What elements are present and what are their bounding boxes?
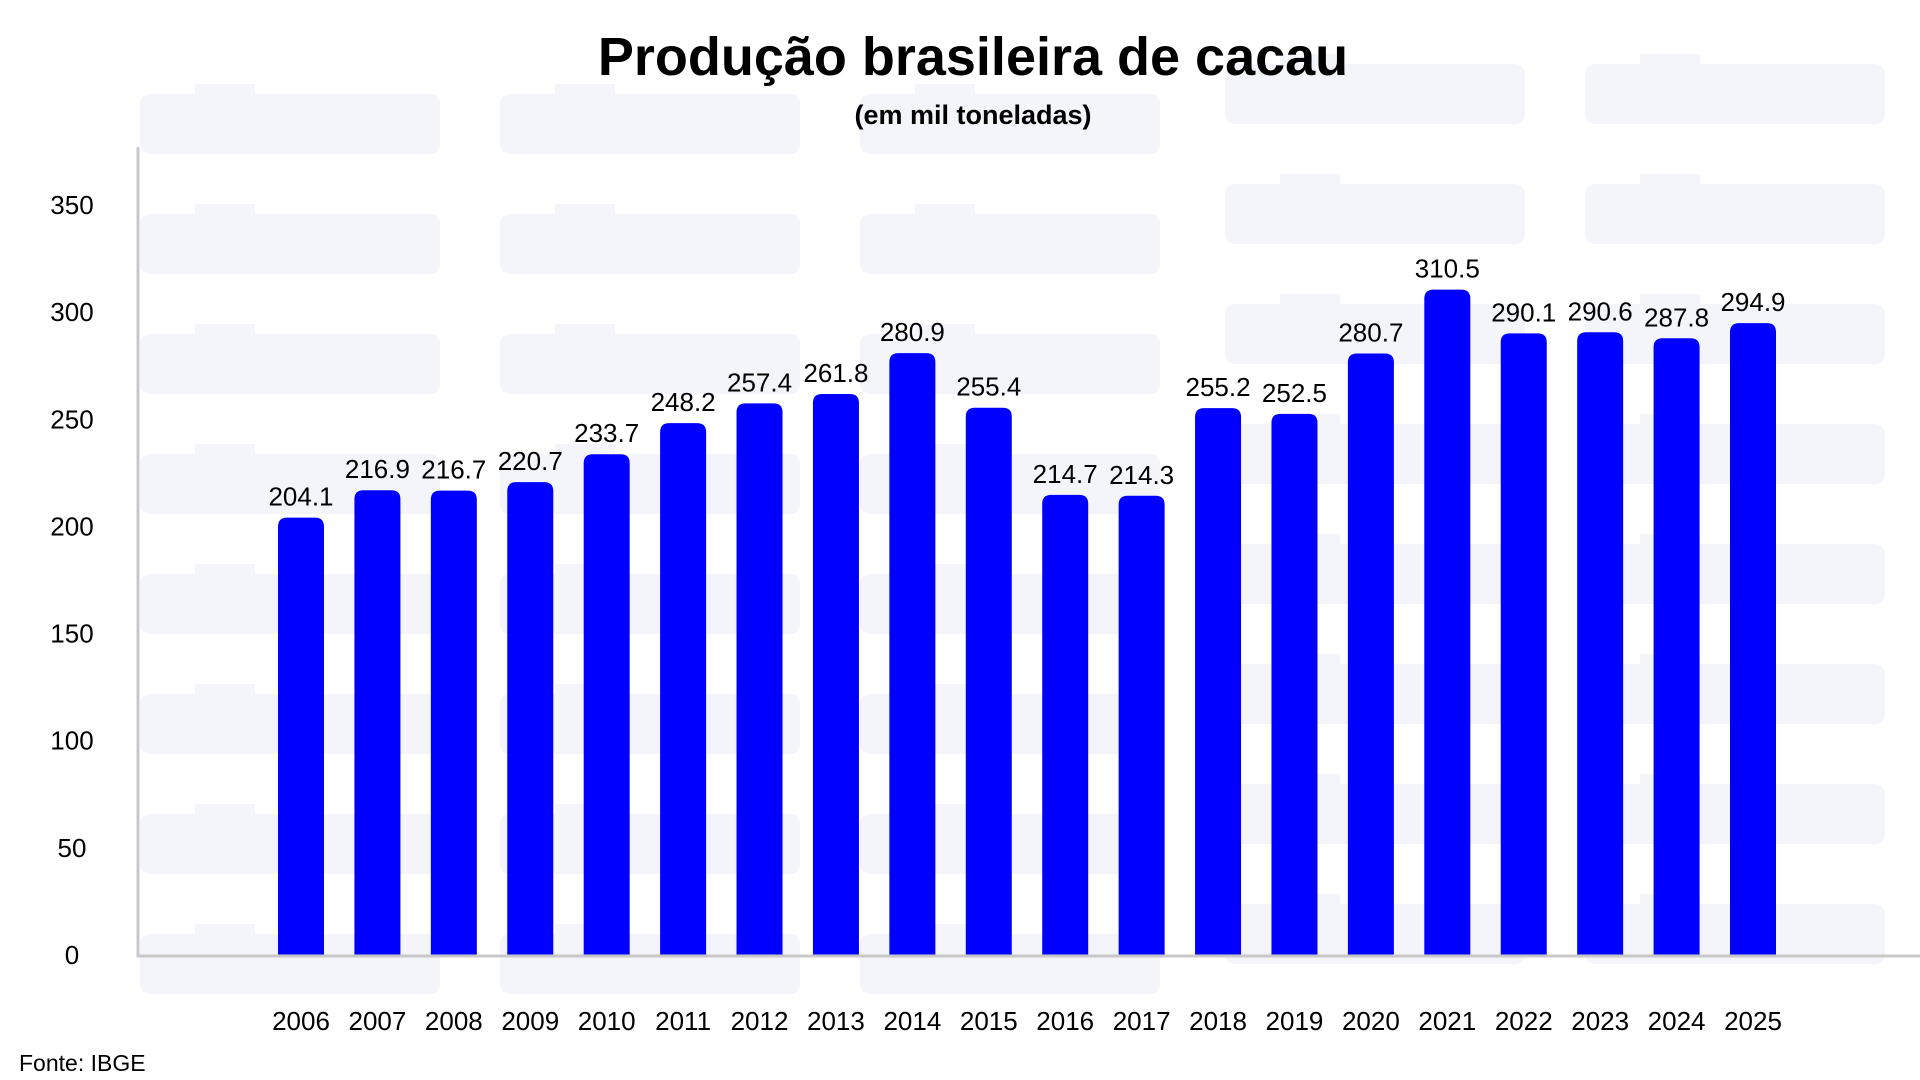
data-label-2018: 255.2 xyxy=(1186,372,1251,402)
data-label-2010: 233.7 xyxy=(574,418,639,448)
x-tick-label-2011: 2011 xyxy=(655,1006,711,1036)
data-label-2016: 214.7 xyxy=(1033,459,1098,489)
x-tick-label-2006: 2006 xyxy=(272,1006,330,1036)
data-label-2015: 255.4 xyxy=(956,372,1021,402)
bars: 204.1 2006 216.9 2007 216.7 2008 220.7 2009 233.… xyxy=(268,254,1785,1036)
y-tick-label: 100 xyxy=(50,726,93,756)
bar-2009 xyxy=(507,482,554,955)
watermark-logo-mark xyxy=(860,94,1160,154)
y-tick-label: 200 xyxy=(50,511,93,541)
x-tick-label-2024: 2024 xyxy=(1648,1006,1706,1036)
x-tick-label-2009: 2009 xyxy=(501,1006,559,1036)
x-tick-label-2016: 2016 xyxy=(1036,1006,1094,1036)
bar-2020 xyxy=(1347,353,1394,955)
bar-2013 xyxy=(812,394,859,955)
bar-2007 xyxy=(354,490,401,955)
watermark-logo-mark xyxy=(500,574,800,634)
watermark-logo-mark xyxy=(140,214,440,274)
data-label-2017: 214.3 xyxy=(1109,460,1174,490)
x-tick-label-2025: 2025 xyxy=(1724,1006,1782,1036)
watermark-logo-mark xyxy=(500,214,800,274)
watermark-logo-mark xyxy=(1225,184,1525,244)
bar-2010 xyxy=(583,454,630,955)
x-tick-label-2018: 2018 xyxy=(1189,1006,1247,1036)
bar-2025 xyxy=(1730,323,1776,956)
bar-2015 xyxy=(965,407,1012,955)
watermark-logo-mark xyxy=(500,814,800,874)
y-tick-label: 250 xyxy=(50,404,93,434)
watermark-logo-mark xyxy=(1585,64,1885,124)
bar-2018 xyxy=(1195,408,1242,956)
x-tick-label-2007: 2007 xyxy=(348,1006,406,1036)
bar-2017 xyxy=(1118,495,1165,955)
x-tick-label-2012: 2012 xyxy=(731,1006,789,1036)
bar-2021 xyxy=(1424,289,1471,956)
bar-2024 xyxy=(1653,338,1700,955)
x-tick-label-2017: 2017 xyxy=(1113,1006,1171,1036)
x-tick-label-2014: 2014 xyxy=(883,1006,941,1036)
bar-2022 xyxy=(1500,333,1547,955)
chart-title: Produção brasileira de cacau xyxy=(597,27,1349,87)
data-label-2024: 287.8 xyxy=(1644,302,1709,332)
watermark-logo-mark xyxy=(1225,64,1525,124)
data-label-2007: 216.9 xyxy=(345,454,410,484)
x-tick-label-2022: 2022 xyxy=(1495,1006,1553,1036)
data-label-2020: 280.7 xyxy=(1338,318,1403,348)
x-tick-label-2021: 2021 xyxy=(1418,1006,1476,1036)
watermark-logo-mark xyxy=(1585,184,1885,244)
y-tick-label: 0 xyxy=(65,940,79,970)
source-note: Fonte: IBGE xyxy=(19,1050,146,1076)
watermark-logo-mark xyxy=(500,94,800,154)
data-label-2021: 310.5 xyxy=(1415,254,1480,284)
watermark-logo-mark xyxy=(500,934,800,994)
data-label-2023: 290.6 xyxy=(1568,296,1633,326)
x-tick-label-2019: 2019 xyxy=(1266,1006,1324,1036)
data-label-2013: 261.8 xyxy=(803,358,868,388)
y-axis-ticks: 0 50 100 150 200 250 300 350 xyxy=(50,190,93,970)
bar-2023 xyxy=(1577,332,1624,955)
data-label-2019: 252.5 xyxy=(1262,378,1327,408)
chart-subtitle: (em mil toneladas) xyxy=(854,100,1092,130)
watermark-logo-mark xyxy=(500,454,800,514)
data-label-2012: 257.4 xyxy=(727,367,792,397)
y-tick-label: 150 xyxy=(50,619,93,649)
watermark-logo-mark xyxy=(500,334,800,394)
x-tick-label-2015: 2015 xyxy=(960,1006,1018,1036)
bar-2011 xyxy=(660,423,707,956)
x-tick-label-2010: 2010 xyxy=(578,1006,636,1036)
bar-2012 xyxy=(736,403,783,955)
data-label-2022: 290.1 xyxy=(1491,297,1556,327)
bar-2019 xyxy=(1271,413,1318,955)
data-label-2014: 280.9 xyxy=(880,317,945,347)
bar-2008 xyxy=(430,490,477,955)
data-label-2025: 294.9 xyxy=(1720,287,1785,317)
watermark-logo-mark xyxy=(500,694,800,754)
watermark-logo-mark xyxy=(140,334,440,394)
x-tick-label-2020: 2020 xyxy=(1342,1006,1400,1036)
watermark-logo-mark xyxy=(140,94,440,154)
x-tick-label-2013: 2013 xyxy=(807,1006,865,1036)
watermark-logo-mark xyxy=(860,214,1160,274)
y-tick-label: 50 xyxy=(58,833,87,863)
watermark xyxy=(140,54,1885,994)
y-tick-label: 300 xyxy=(50,297,93,327)
bar-2016 xyxy=(1042,494,1089,955)
data-label-2009: 220.7 xyxy=(498,446,563,476)
data-label-2011: 248.2 xyxy=(651,387,716,417)
x-tick-label-2023: 2023 xyxy=(1571,1006,1629,1036)
data-label-2006: 204.1 xyxy=(268,482,333,512)
bar-2006 xyxy=(278,517,324,955)
data-label-2008: 216.7 xyxy=(421,455,486,485)
bar-2014 xyxy=(889,353,936,956)
x-tick-label-2008: 2008 xyxy=(425,1006,483,1036)
y-tick-label: 350 xyxy=(50,190,93,220)
